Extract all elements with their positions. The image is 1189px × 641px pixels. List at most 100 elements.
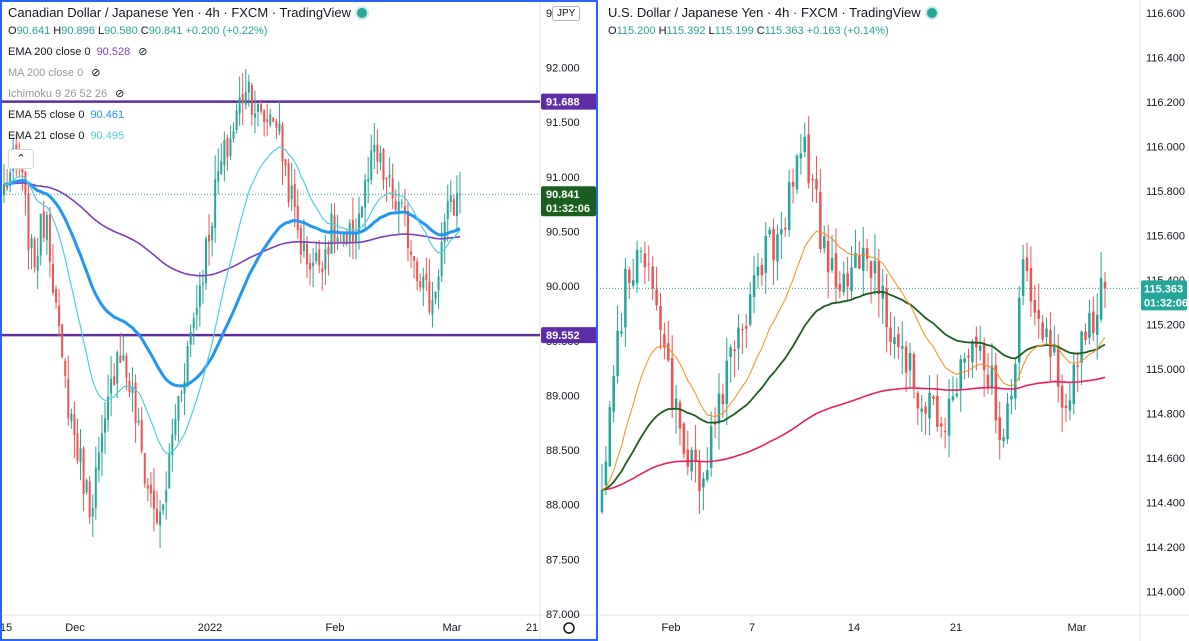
candle-body xyxy=(659,306,662,330)
candle-body xyxy=(1049,330,1052,357)
candle-body xyxy=(302,241,305,252)
candle-body xyxy=(1002,437,1005,442)
candle-body xyxy=(79,448,82,463)
candle-body xyxy=(1092,311,1095,333)
candle-body xyxy=(146,485,149,489)
candle-body xyxy=(616,330,619,376)
eye-crossed-icon[interactable]: ⊘ xyxy=(138,46,148,58)
indicator-label: MA 200 close 0 xyxy=(8,67,84,79)
symbol-title[interactable]: Canadian Dollar / Japanese Yen · 4h · FX… xyxy=(8,5,352,20)
currency-select[interactable]: JPY xyxy=(552,6,581,21)
indicator-row[interactable]: EMA 200 close 0 90.528 ⊘ xyxy=(8,45,367,59)
candle-body xyxy=(600,489,604,513)
eye-crossed-icon[interactable]: ⊘ xyxy=(115,88,125,100)
countdown-tag: 01:32:06 xyxy=(546,203,590,215)
usdjpy-chart-canvas[interactable]: 116.600 116.400 116.200 116.000 115.800 115.6… xyxy=(600,0,1189,641)
candle-body xyxy=(250,85,253,115)
candle-body xyxy=(278,123,281,132)
chart-pane-usdjpy[interactable]: 116.600 116.400 116.200 116.000 115.800 115.6… xyxy=(600,0,1189,641)
last-price-tag: 115.363 xyxy=(1144,283,1183,295)
candle-body xyxy=(330,213,333,254)
candle-body xyxy=(768,229,771,234)
time-tick-label: Dec xyxy=(65,622,85,634)
candle-body xyxy=(208,234,211,242)
candle-body xyxy=(55,289,58,303)
candle-body xyxy=(61,324,64,357)
candle-body xyxy=(440,241,443,276)
chart-pane-cadjpy[interactable]: 92.50092.00091.50091.00090.50090.00089.5… xyxy=(0,0,598,641)
candle-body xyxy=(345,232,348,243)
cadjpy-legend: Canadian Dollar / Japanese Yen · 4h · FX… xyxy=(8,5,368,143)
candle-body xyxy=(947,398,951,436)
candle-body xyxy=(920,408,924,412)
ohlc-label: H xyxy=(658,25,667,37)
candle-body xyxy=(131,386,134,394)
candle-body xyxy=(358,213,361,233)
candle-body xyxy=(663,334,666,348)
indicator-row[interactable]: Ichimoku 9 26 52 26 ⊘ xyxy=(8,87,367,101)
collapse-legend-button[interactable]: ⌃ xyxy=(8,149,34,169)
ema55-line xyxy=(601,290,1106,491)
candle-body xyxy=(951,396,955,401)
candle-body xyxy=(116,352,119,384)
candle-body xyxy=(174,419,177,435)
candle-body xyxy=(830,258,834,271)
indicator-row[interactable]: EMA 55 close 0 90.461 xyxy=(8,108,367,122)
settings-gear-icon[interactable] xyxy=(563,622,575,634)
candle-body xyxy=(33,239,36,268)
candle-body xyxy=(9,172,12,186)
candle-body xyxy=(1060,385,1064,408)
candle-body xyxy=(257,103,260,113)
price-tick-label: 90.000 xyxy=(546,281,580,293)
candle-body xyxy=(293,183,296,208)
ohlc-label: C xyxy=(756,25,765,37)
indicator-row[interactable]: MA 200 close 0 ⊘ xyxy=(8,66,367,80)
candle-body xyxy=(388,174,391,178)
candle-body xyxy=(682,423,686,454)
candle-body xyxy=(748,294,752,325)
eye-crossed-icon[interactable]: ⊘ xyxy=(91,67,101,79)
candle-body xyxy=(994,365,998,421)
candle-body xyxy=(815,179,818,190)
symbol-title[interactable]: U.S. Dollar / Japanese Yen · 4h · FXCM ·… xyxy=(608,5,921,20)
last-price-tag-bg xyxy=(541,186,596,217)
candle-body xyxy=(628,269,631,283)
candle-body xyxy=(998,417,1001,441)
price-tick-label: 114.400 xyxy=(1146,498,1185,510)
candle-body xyxy=(403,205,406,213)
candle-body xyxy=(223,140,226,166)
ema21-line xyxy=(3,146,461,454)
candle-body xyxy=(932,396,935,399)
candle-body xyxy=(30,237,33,248)
cadjpy-chart-canvas[interactable]: 92.50092.00091.50091.00090.50090.00089.5… xyxy=(0,0,598,641)
candle-body xyxy=(959,359,962,391)
price-tick-label: 115.000 xyxy=(1146,364,1185,376)
indicator-row[interactable]: EMA 21 close 0 90.495 xyxy=(8,129,367,143)
candle-body xyxy=(967,355,970,358)
candle-body xyxy=(351,219,354,242)
ohlc-value: 90.896 xyxy=(61,25,95,37)
candle-body xyxy=(706,470,709,480)
candle-body xyxy=(760,264,764,276)
countdown-tag: 01:32:06 xyxy=(1144,297,1188,309)
candle-body xyxy=(651,266,654,289)
candle-body xyxy=(873,260,877,274)
candle-body xyxy=(272,117,275,122)
candle-body xyxy=(702,478,705,488)
candle-body xyxy=(48,214,51,262)
candle-body xyxy=(449,195,452,202)
time-tick-label: 2022 xyxy=(198,622,222,634)
candle-body xyxy=(94,467,97,508)
price-tick-label: 88.000 xyxy=(546,500,580,512)
ohlc-label: O xyxy=(608,25,617,37)
candle-body xyxy=(235,110,238,131)
candle-body xyxy=(309,262,312,270)
candle-body xyxy=(822,236,826,249)
candle-body xyxy=(670,357,674,410)
candle-body xyxy=(889,327,892,343)
candle-body xyxy=(1045,328,1048,338)
candle-body xyxy=(419,281,422,288)
candle-body xyxy=(783,227,787,230)
candle-body xyxy=(850,267,853,292)
candle-body xyxy=(838,284,842,291)
